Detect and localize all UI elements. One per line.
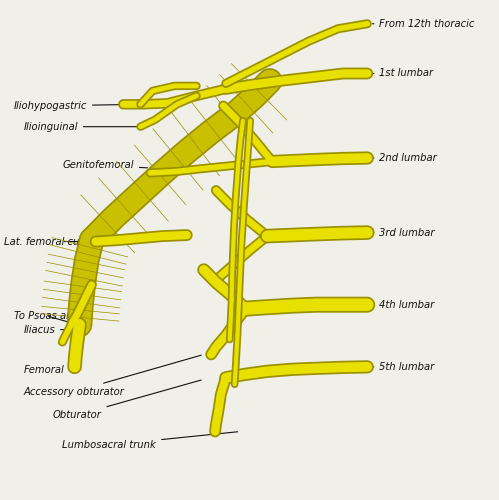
- Text: Iliacus: Iliacus: [23, 324, 69, 334]
- Text: 1st lumbar: 1st lumbar: [372, 68, 434, 78]
- Text: Lat. femoral cutaneous: Lat. femoral cutaneous: [4, 236, 119, 246]
- Text: 2nd lumbar: 2nd lumbar: [372, 153, 437, 163]
- Text: 4th lumbar: 4th lumbar: [372, 300, 435, 310]
- Text: To Psoas and: To Psoas and: [13, 310, 78, 322]
- Text: 5th lumbar: 5th lumbar: [372, 362, 435, 372]
- Text: Iliohypogastric: Iliohypogastric: [13, 101, 138, 111]
- Text: 3rd lumbar: 3rd lumbar: [372, 228, 435, 237]
- Text: Obturator: Obturator: [52, 380, 201, 420]
- Text: Lumbosacral trunk: Lumbosacral trunk: [62, 432, 238, 450]
- Text: From 12th thoracic: From 12th thoracic: [372, 19, 475, 29]
- Text: Ilioinguinal: Ilioinguinal: [23, 122, 138, 132]
- Text: Genitofemoral: Genitofemoral: [62, 160, 147, 170]
- Text: Femoral: Femoral: [23, 366, 74, 376]
- Text: Accessory obturator: Accessory obturator: [23, 355, 201, 397]
